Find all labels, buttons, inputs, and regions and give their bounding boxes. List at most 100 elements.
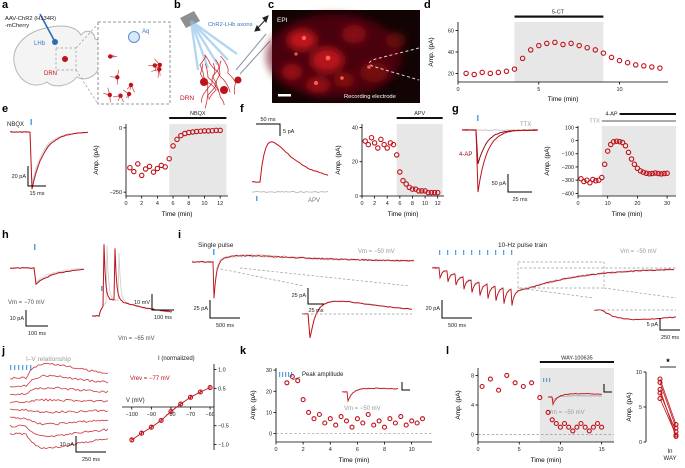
scale-v-label: 10 mV [134, 300, 150, 306]
data-point [568, 40, 574, 47]
tick-label: 40 [352, 125, 358, 131]
drug-label-4ap: 4-AP [605, 112, 618, 118]
data-point [306, 409, 312, 415]
data-point [574, 424, 580, 430]
tick-label: 10 [201, 201, 207, 207]
panel-i-single-pulse: Single pulse Vm = −50 mV 25 pA 500 ms 25… [191, 242, 415, 339]
axon-fiber [212, 59, 220, 91]
panel-g-trace: TTX 4-AP 50 pA 25 ms [459, 115, 539, 203]
tick-label: 5 [639, 405, 642, 411]
neuron-soma [107, 92, 113, 98]
light-source-icon [180, 11, 200, 28]
zoom-connector [215, 267, 305, 287]
data-point [393, 152, 400, 158]
data-point [576, 42, 582, 49]
scale-h-label: 500 ms [448, 323, 466, 329]
panel-letter-f: f [240, 103, 244, 115]
spiking-trace-65mv [91, 244, 173, 318]
tick-label: 0 [576, 201, 579, 207]
data-point [403, 422, 409, 428]
drn-label: DRN [44, 71, 57, 77]
data-point [403, 181, 409, 187]
axes [575, 126, 676, 199]
pair-line [659, 382, 677, 429]
stim-tick-icon [34, 244, 36, 250]
data-point [584, 44, 590, 51]
data-points [127, 127, 223, 179]
tick-label: 2 [140, 201, 143, 207]
scale-bar [603, 384, 612, 393]
data-point [217, 127, 223, 134]
data-point [365, 411, 371, 418]
trace-path [461, 129, 539, 193]
electrode-label: Recording electrode [344, 94, 396, 100]
data-point [631, 161, 638, 168]
ttx-trace-label: TTX [520, 122, 531, 128]
inset-source-box [55, 47, 77, 71]
scale-v-label: 25 pA [194, 306, 209, 312]
shade-region [514, 22, 604, 82]
axes [123, 124, 228, 199]
shade-region [169, 124, 227, 196]
trace-path [301, 300, 413, 339]
scale-bar [27, 166, 46, 187]
data-point [553, 420, 559, 427]
data-point [520, 383, 526, 390]
train-traces [431, 266, 675, 306]
data-point [487, 70, 494, 77]
data-point [333, 422, 339, 428]
drug-label: APV [414, 111, 425, 117]
y-axis-label: Amp. (pA) [428, 37, 435, 66]
data-point [599, 424, 605, 430]
drug-label: NBQX [190, 111, 206, 117]
drug-bar [169, 117, 227, 119]
panel-g-chart: 4-AP TTX Amp. (pA) Time (min) 0 10 20 30 100… [544, 112, 676, 218]
iv-trace-family [9, 362, 109, 450]
iv-title: I–V relationship [26, 356, 71, 363]
brain-outline [13, 25, 106, 87]
data-point [479, 69, 485, 76]
data-point [343, 418, 350, 424]
x-axis-label: V (mV) [126, 398, 145, 404]
x-axis-label: Time (min) [612, 211, 643, 218]
trace-path [9, 432, 109, 450]
train-inset-trace [593, 309, 677, 321]
panel-letter-e: e [2, 103, 9, 115]
tick-label: 0 [456, 87, 459, 93]
stim-tick-icon [477, 115, 479, 121]
data-point [371, 422, 377, 428]
nmda-epsc-traces [251, 141, 329, 194]
trace-path [547, 392, 603, 407]
data-point [561, 420, 568, 427]
x-axis-label: Time (min) [339, 457, 370, 464]
data-points [479, 372, 605, 434]
scale-bar [307, 288, 324, 305]
tick-label: 5 [537, 87, 540, 93]
trace-path [9, 386, 109, 396]
data-point [284, 380, 290, 386]
neuron-soma [108, 54, 113, 59]
epi-label: EPI [277, 17, 288, 24]
epsc-trace-70mv [9, 266, 85, 286]
data-point [295, 378, 301, 384]
data-point [608, 54, 615, 61]
data-point [557, 424, 563, 430]
data-points [284, 373, 426, 430]
data-points [578, 138, 670, 186]
data-point [657, 396, 663, 402]
data-points [129, 385, 213, 443]
panel-j-iv-plot: I (normalized) V (mV) Vrev = −77 mV −100… [122, 356, 229, 450]
tick-label: 10 [605, 201, 611, 207]
tick-label: 12 [217, 201, 223, 207]
tick-label: 10 [557, 447, 563, 453]
tick-label: 0 [355, 194, 358, 200]
panel-j-traces: I–V relationship 10 pA 250 ms [9, 356, 109, 463]
axes [643, 371, 647, 443]
vm-label: Vm = −50 mV [548, 410, 585, 416]
axon-fiber [204, 54, 231, 93]
y-axis-label: Amp. (pA) [250, 390, 257, 419]
bright-cells [294, 35, 371, 85]
stim-train-icon [10, 365, 32, 370]
data-point [637, 168, 644, 174]
